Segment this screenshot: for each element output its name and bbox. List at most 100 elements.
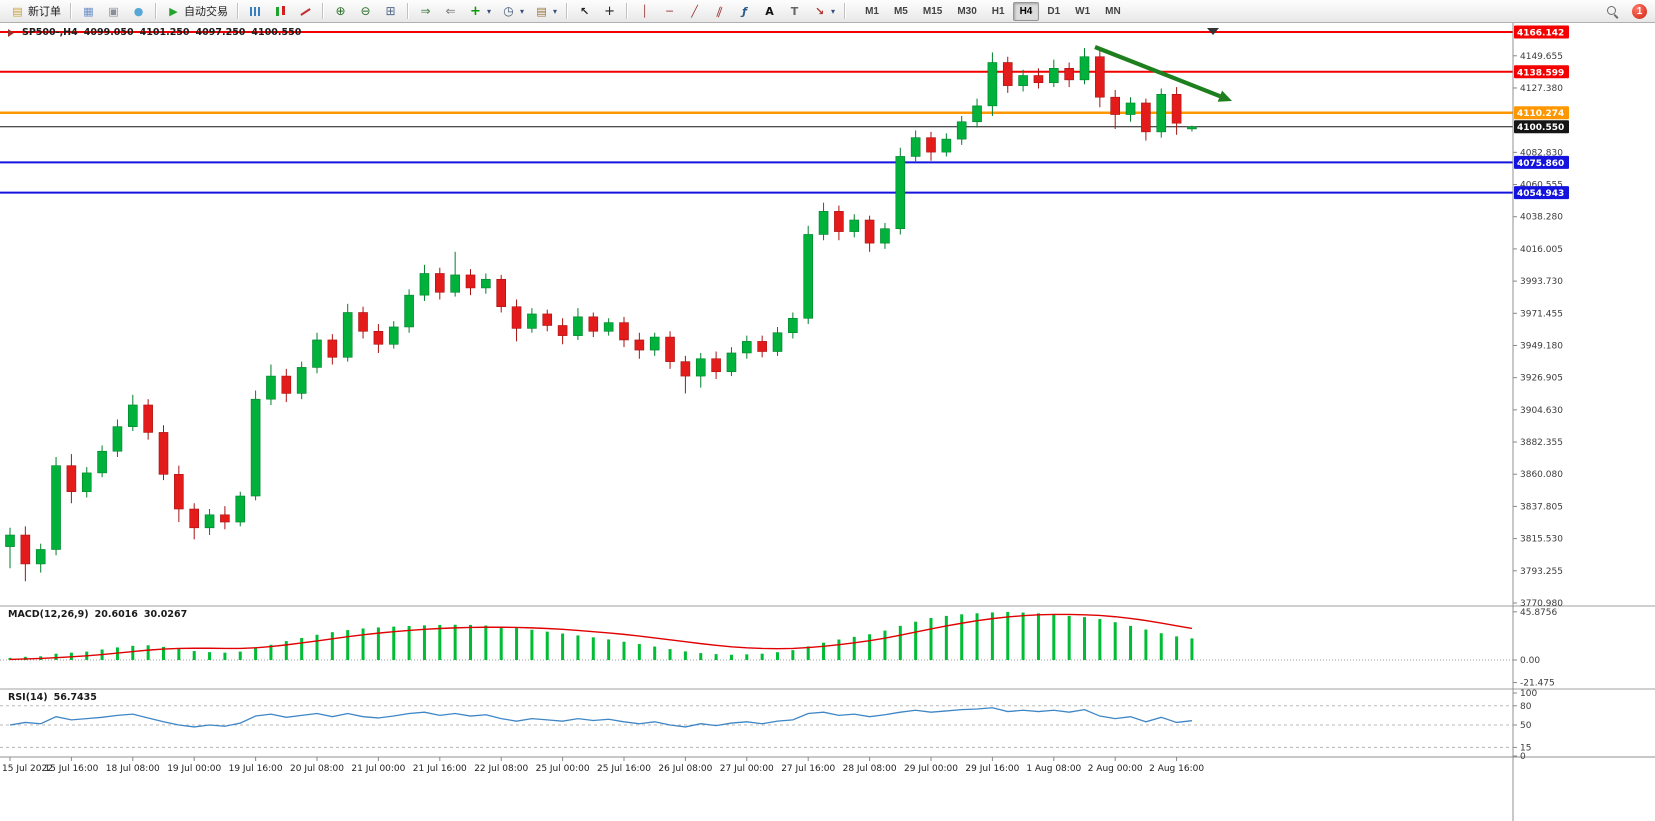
cursor-button[interactable] (573, 1, 596, 22)
grid-icon (383, 4, 398, 19)
fibo-button[interactable] (733, 1, 756, 22)
price-tick-label: 3926.905 (1520, 374, 1563, 384)
macd-histogram-bar (760, 653, 764, 660)
rsi-axis-label: 15 (1520, 743, 1531, 753)
tf-button-m5[interactable]: M5 (887, 2, 915, 21)
macd-histogram-bar (1129, 625, 1133, 660)
candle-body (51, 465, 61, 550)
tf-button-m30[interactable]: M30 (950, 2, 983, 21)
profiles-button[interactable] (102, 1, 125, 22)
text-button[interactable] (758, 1, 781, 22)
time-tick-label: 26 Jul 08:00 (658, 764, 712, 774)
toolbar-separator (155, 3, 157, 19)
channel-button[interactable] (708, 1, 731, 22)
price-tick-label: 3815.530 (1520, 535, 1563, 545)
trendline-button[interactable] (683, 1, 706, 22)
bar-chart-button[interactable] (244, 1, 267, 22)
macd-signal-value: 30.0267 (143, 609, 188, 620)
candle-body (1049, 67, 1059, 84)
search-button[interactable] (1601, 1, 1624, 22)
vline-icon (637, 4, 652, 19)
autotrade-button[interactable]: 自动交易 (162, 1, 232, 22)
candle-body (158, 432, 169, 475)
tile-windows-button[interactable] (379, 1, 402, 22)
candle-body (296, 367, 307, 394)
macd-axis-label: 0.00 (1520, 656, 1540, 666)
macd-histogram-bar (545, 631, 549, 660)
tf-button-m15[interactable]: M15 (916, 2, 949, 21)
notification-badge[interactable]: 1 (1632, 3, 1647, 19)
one-click-trading-toggle[interactable] (8, 28, 14, 37)
candle-body (342, 312, 353, 358)
candle-body (20, 534, 31, 565)
candle-body (220, 514, 230, 523)
price-tick-label: 4038.280 (1520, 213, 1563, 223)
line-chart-button[interactable] (294, 1, 317, 22)
trend-arrow-annotation[interactable] (1094, 45, 1232, 102)
price-tick-label: 3882.355 (1520, 438, 1563, 448)
alerts-button[interactable] (127, 1, 150, 22)
candle-body (128, 404, 138, 427)
price-axis[interactable]: 4149.655 4127.380 4082.830 4060.555 4038.280… (1513, 25, 1569, 609)
tf-button-w1[interactable]: W1 (1068, 2, 1097, 21)
chart-canvas[interactable]: 4149.655 4127.380 4082.830 4060.555 4038.280… (0, 23, 1655, 821)
macd-histogram-bar (192, 651, 196, 660)
chart-shift-marker[interactable] (1207, 28, 1219, 35)
macd-histogram-bar (131, 645, 135, 660)
macd-histogram-bar (975, 613, 979, 660)
tf-button-h1[interactable]: H1 (985, 2, 1012, 21)
charts-window-button[interactable] (77, 1, 100, 22)
crosshair-button[interactable] (598, 1, 621, 22)
hline-button[interactable] (658, 1, 681, 22)
time-tick-label: 21 Jul 00:00 (351, 764, 405, 774)
price-tick-label: 4127.380 (1520, 84, 1563, 94)
shapes-button[interactable]: ▾ (808, 1, 839, 22)
zoom-in-button[interactable] (329, 1, 352, 22)
candle-body (189, 508, 199, 529)
tf-button-mn[interactable]: MN (1098, 2, 1128, 21)
zoom-in-icon (333, 4, 348, 19)
chart-symbol-period: SP500-,H4 (22, 27, 78, 38)
macd-histogram-bar (1144, 629, 1148, 660)
macd-histogram-bar (1067, 615, 1071, 660)
indicators-button[interactable]: ▾ (464, 1, 495, 22)
macd-histogram-bar (300, 637, 304, 660)
macd-histogram-bar (1021, 612, 1025, 660)
candle-body (97, 450, 107, 474)
candle-body (66, 465, 77, 492)
resistance-1-price-badge-label: 4166.142 (1517, 28, 1564, 38)
candle-body (358, 312, 368, 332)
macd-histogram-bar (392, 626, 396, 660)
tf-button-m1[interactable]: M1 (858, 2, 886, 21)
crosshair-icon (602, 4, 617, 19)
rsi-line (9, 707, 1193, 728)
templates-button[interactable]: ▾ (530, 1, 561, 22)
macd-histogram-bar (729, 654, 733, 660)
support-1-price-badge (1514, 155, 1569, 169)
macd-histogram-bar (484, 625, 488, 660)
vline-button[interactable] (633, 1, 656, 22)
candle-body (880, 228, 890, 244)
candle-body (1064, 67, 1074, 81)
macd-histogram-bar (868, 634, 872, 660)
tf-button-h4[interactable]: H4 (1012, 1, 1040, 21)
macd-histogram-bar (254, 648, 258, 660)
macd-histogram-bar (1159, 633, 1163, 660)
new-order-button[interactable]: 新订单 (6, 1, 65, 22)
macd-histogram-bar (1036, 613, 1040, 660)
zoom-out-button[interactable] (354, 1, 377, 22)
label-button[interactable] (783, 1, 806, 22)
chart-shift-button[interactable] (439, 1, 462, 22)
candle-chart-button[interactable] (269, 1, 292, 22)
chart-background (0, 23, 1655, 821)
tf-button-d1[interactable]: D1 (1040, 2, 1067, 21)
macd-histogram-bar (1113, 622, 1117, 660)
fibo-icon (737, 4, 752, 19)
autoscroll-button[interactable] (414, 1, 437, 22)
trendline-icon (687, 4, 702, 19)
candle-body (772, 332, 783, 352)
macd-histogram-bar (1052, 614, 1056, 660)
periods-button[interactable]: ▾ (497, 1, 528, 22)
